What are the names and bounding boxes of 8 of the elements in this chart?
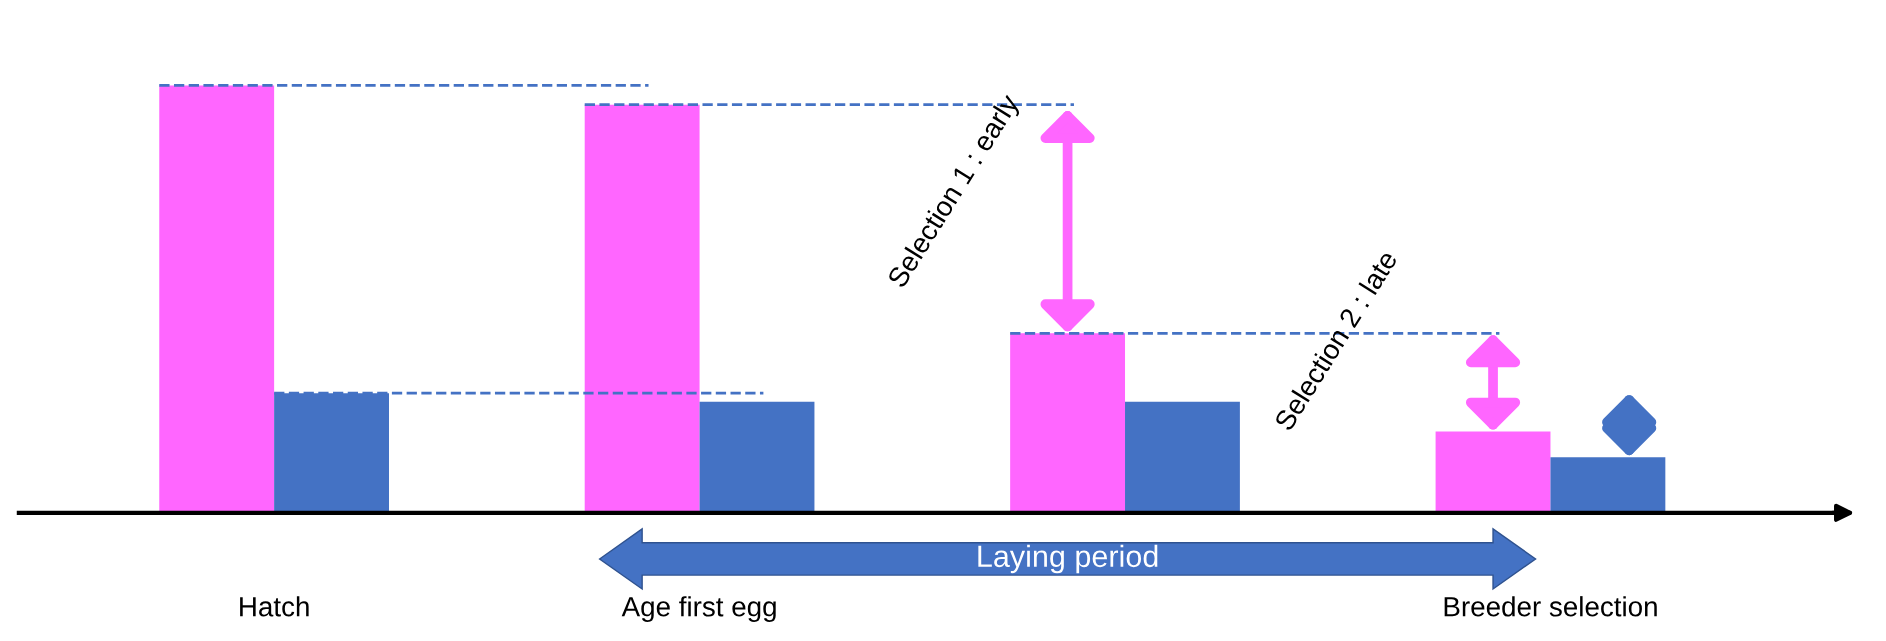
x-tick-label: Hatch [240, 596, 309, 617]
bar [159, 85, 275, 513]
bar [584, 104, 700, 513]
x-tick-label: Age first egg [621, 596, 776, 623]
bar [699, 401, 815, 513]
x-tick-label: Breeder selection [1444, 596, 1657, 617]
text: Laying period [978, 544, 1158, 574]
bar [1125, 401, 1240, 513]
